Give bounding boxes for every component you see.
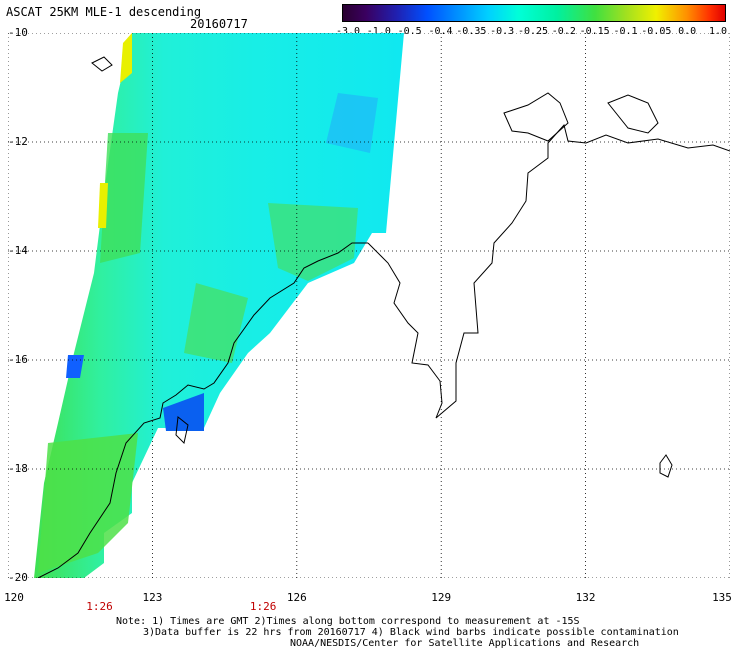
colorbar-tick-label: -0.15 bbox=[579, 26, 610, 37]
colorbar-tick-label: 0.0 bbox=[678, 26, 697, 37]
longitude-tick-label: 123 bbox=[142, 591, 163, 604]
latitude-tick-label: -20 bbox=[8, 571, 28, 584]
colorbar-tick-label: -0.4 bbox=[428, 26, 453, 37]
coastline bbox=[37, 56, 730, 578]
colorbar bbox=[342, 4, 726, 22]
pass-time-label: 1:26 bbox=[86, 600, 113, 613]
product-date: 20160717 bbox=[190, 17, 248, 31]
colorbar-tick-label: 1.0 bbox=[708, 26, 728, 37]
colorbar-tick-label: -0.05 bbox=[641, 26, 672, 37]
map-plot bbox=[8, 33, 730, 578]
latitude-tick-label: -14 bbox=[8, 244, 28, 257]
latitude-tick-label: -12 bbox=[8, 135, 28, 148]
note-line-2: 3)Data buffer is 22 hrs from 20160717 4)… bbox=[143, 627, 679, 638]
longitude-tick-label: 126 bbox=[286, 591, 307, 604]
latitude-tick-label: -16 bbox=[8, 353, 28, 366]
longitude-tick-label: 135 bbox=[712, 591, 732, 604]
colorbar-tick-label: -0.35 bbox=[456, 26, 487, 37]
lat-lon-grid bbox=[8, 33, 730, 578]
longitude-tick-label: 120 bbox=[4, 591, 24, 604]
colorbar-tick-label: -0.1 bbox=[613, 26, 638, 37]
latitude-tick-label: -18 bbox=[8, 462, 28, 475]
note-line-3: NOAA/NESDIS/Center for Satellite Applica… bbox=[290, 638, 640, 649]
longitude-tick-label: 132 bbox=[575, 591, 596, 604]
colorbar-tick-label: -1.0 bbox=[366, 26, 391, 37]
colorbar-tick-label: -0.25 bbox=[517, 26, 549, 37]
pass-time-label: 1:26 bbox=[249, 600, 277, 613]
colorbar-tick-label: -3.0 bbox=[335, 26, 361, 37]
colorbar-tick-label: -0.2 bbox=[551, 26, 576, 37]
colorbar-tick-label: -0.5 bbox=[397, 26, 422, 37]
note-line-1: Note: 1) Times are GMT 2)Times along bot… bbox=[116, 616, 580, 627]
longitude-tick-label: 129 bbox=[431, 591, 452, 604]
latitude-tick-label: -10 bbox=[8, 26, 28, 39]
product-title: ASCAT 25KM MLE-1 descending bbox=[6, 5, 202, 19]
colorbar-tick-label: -0.3 bbox=[490, 26, 515, 37]
swath-patches bbox=[38, 33, 378, 573]
